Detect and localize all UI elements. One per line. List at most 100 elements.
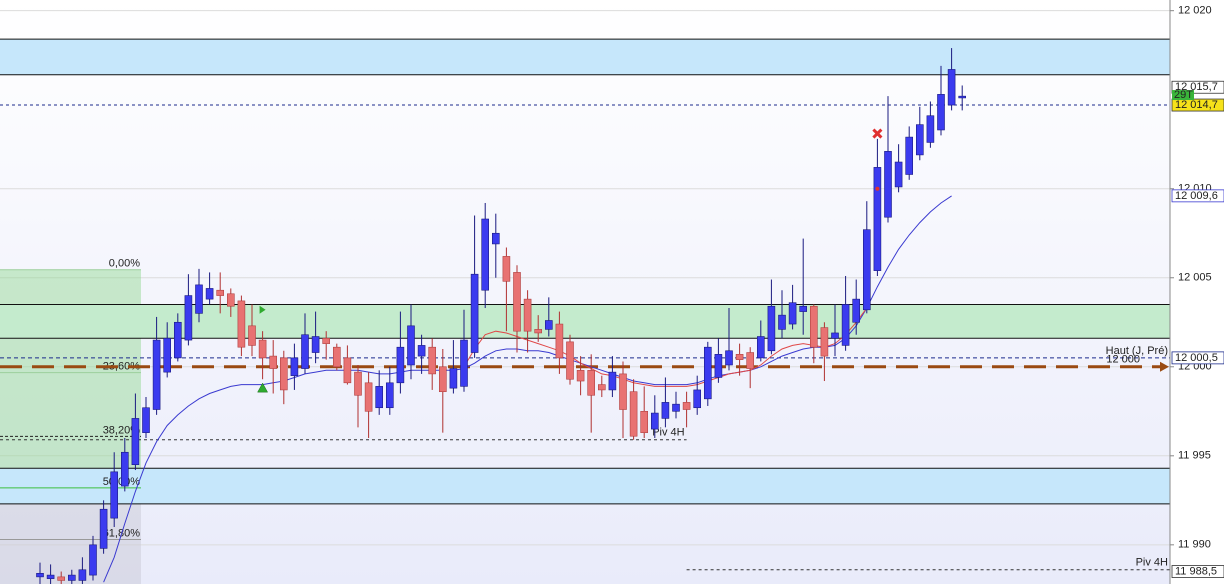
candle-body — [163, 337, 171, 373]
candle-body — [587, 370, 596, 396]
candle-body — [884, 151, 892, 218]
candle-body — [78, 569, 87, 581]
candle-body — [36, 573, 44, 578]
candle-body — [937, 94, 945, 131]
price-tag-label: 12 014,7 — [1175, 99, 1218, 111]
candle-body — [862, 229, 871, 311]
price-tag — [1171, 565, 1224, 578]
candle-body — [99, 508, 108, 549]
price-tag — [1171, 189, 1224, 203]
candle-body — [820, 327, 829, 357]
candle-body — [523, 298, 532, 332]
candle-body — [174, 321, 182, 359]
candle-body — [725, 350, 733, 366]
candle-body — [650, 412, 659, 430]
candle-body — [46, 574, 55, 579]
zone — [0, 304, 1170, 339]
price-badge — [1172, 90, 1194, 101]
candle-body — [619, 373, 627, 410]
signal-dot — [875, 186, 880, 191]
candle-body — [491, 232, 500, 245]
candle-body — [566, 341, 574, 380]
candle-body — [894, 161, 903, 188]
candle-body — [735, 354, 744, 360]
level-label: Piv 4H — [1136, 557, 1168, 569]
candle-body — [407, 325, 415, 366]
candle-body — [841, 304, 850, 346]
level-label: Piv 4H — [652, 427, 684, 439]
candle-body — [746, 352, 755, 369]
level-label: Haut (J, Pré) — [1106, 345, 1168, 357]
candle-body — [216, 289, 224, 296]
candle-body — [343, 357, 352, 384]
candle-body — [629, 391, 638, 437]
fib-zone — [0, 269, 141, 488]
candle-body — [555, 323, 564, 359]
price-tag — [1171, 351, 1224, 365]
fib-label: 38,20% — [103, 424, 141, 436]
zone — [0, 468, 1170, 504]
signal-cross — [872, 128, 883, 139]
price-tag-label: 12 000,5 — [1175, 352, 1218, 364]
candle-body — [152, 339, 161, 410]
candle-body — [947, 69, 956, 106]
candle-body — [799, 305, 808, 312]
candle-body — [608, 371, 617, 391]
level-arrow — [1160, 361, 1169, 372]
level-label: 12 000 — [1106, 354, 1140, 366]
zone — [0, 39, 1170, 75]
candle-body — [279, 357, 288, 391]
candle-body — [449, 368, 458, 389]
candle-body — [142, 407, 150, 433]
candle-body — [513, 272, 521, 332]
candle-body — [438, 366, 447, 393]
candle-body — [693, 389, 702, 409]
candle-body — [958, 95, 967, 99]
candle-body — [788, 302, 797, 325]
candle-body — [290, 357, 299, 376]
candle-body — [778, 314, 786, 330]
candle-body — [661, 402, 670, 419]
signal-triangle — [259, 305, 266, 314]
candle-body — [852, 298, 861, 323]
candle-body — [703, 346, 712, 400]
price-tag-label: 12 009,6 — [1175, 190, 1218, 202]
candle-body — [258, 339, 267, 359]
candle-body — [756, 336, 765, 359]
fib-label: 0,00% — [109, 258, 140, 270]
candle-body — [502, 256, 511, 282]
candle-body — [534, 329, 543, 334]
candle-body — [873, 167, 882, 271]
candle-body — [385, 382, 394, 409]
candle-body — [470, 273, 479, 353]
candle-body — [227, 293, 235, 307]
candle-body — [364, 382, 373, 412]
candle-body — [905, 136, 914, 175]
candle-body — [184, 295, 193, 341]
candle-body — [269, 355, 278, 369]
candle-body — [205, 288, 214, 300]
candle-body — [57, 576, 66, 581]
candle-body — [640, 410, 649, 433]
candle-body — [682, 402, 691, 410]
candle-body — [926, 115, 935, 143]
candle-body — [767, 305, 776, 352]
candle-body — [332, 346, 341, 368]
y-tick-label: 11 990 — [1178, 539, 1211, 551]
candle-body — [311, 336, 320, 353]
candle-body — [576, 370, 585, 382]
candle-body — [809, 305, 818, 348]
fib-label: 23,60% — [103, 361, 141, 373]
candle-body — [89, 544, 97, 576]
candle-body — [110, 471, 118, 519]
candle-body — [460, 339, 468, 387]
candle-body — [121, 451, 129, 487]
candle-body — [248, 325, 256, 346]
candle-body — [354, 371, 362, 396]
candle-body — [597, 384, 606, 391]
y-tick-label: 12 020 — [1178, 5, 1212, 17]
y-tick-label: 12 005 — [1178, 272, 1212, 284]
candle-body — [301, 334, 309, 369]
